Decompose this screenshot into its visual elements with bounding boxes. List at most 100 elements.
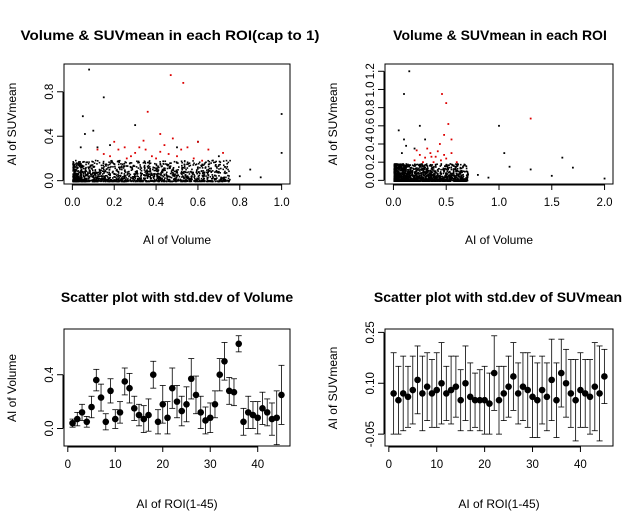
data-point: [400, 176, 403, 178]
data-point: [184, 174, 187, 177]
data-point: [187, 375, 195, 383]
data-point: [423, 168, 426, 170]
data-point: [164, 177, 166, 179]
data-point: [408, 175, 411, 178]
data-point: [206, 178, 209, 180]
data-point: [396, 168, 398, 171]
data-point: [132, 176, 135, 178]
data-point: [142, 161, 145, 164]
data-point: [398, 166, 401, 168]
data-point: [396, 167, 399, 170]
series-red-points: [96, 74, 224, 162]
data-point: [437, 170, 439, 172]
data-point: [149, 168, 152, 170]
data-point: [466, 171, 469, 174]
data-point: [117, 173, 119, 176]
data-point: [211, 401, 219, 408]
data-point: [76, 176, 78, 179]
x-tick-label: 1.5: [544, 197, 560, 209]
data-point: [430, 177, 433, 180]
data-point: [197, 175, 200, 178]
data-point: [529, 168, 532, 171]
data-point: [111, 180, 113, 183]
data-point: [561, 156, 564, 159]
data-point: [447, 174, 450, 177]
data-point: [404, 174, 406, 177]
data-point: [72, 179, 74, 181]
data-point: [176, 175, 178, 178]
data-point: [210, 170, 213, 173]
data-point: [182, 171, 185, 173]
data-point: [106, 180, 108, 182]
data-point: [172, 171, 174, 174]
data-point: [111, 171, 114, 174]
data-point: [456, 177, 459, 179]
data-point: [218, 179, 221, 182]
data-point: [158, 176, 161, 178]
data-point: [390, 390, 397, 397]
data-point: [109, 155, 111, 158]
data-point: [447, 171, 450, 174]
data-point: [432, 173, 435, 175]
data-point: [98, 168, 101, 171]
data-point: [182, 167, 185, 169]
data-point: [204, 167, 207, 169]
data-point: [212, 175, 214, 178]
data-point: [153, 179, 156, 181]
data-point: [224, 170, 226, 173]
data-point: [188, 180, 191, 183]
data-point: [529, 393, 536, 401]
data-point: [405, 180, 408, 182]
data-point: [419, 163, 422, 166]
data-point: [107, 166, 109, 169]
data-point: [117, 175, 120, 177]
data-point: [121, 179, 123, 181]
data-point: [126, 384, 133, 392]
data-point: [450, 173, 452, 176]
x-tick-label: 0.4: [148, 197, 165, 209]
x-tick-label: 1.0: [274, 197, 290, 209]
data-point: [75, 162, 77, 165]
data-point: [115, 174, 118, 177]
data-point: [420, 180, 422, 182]
data-point: [85, 161, 88, 164]
data-point: [75, 180, 78, 183]
data-point: [130, 180, 133, 183]
data-point: [571, 166, 574, 169]
data-point: [93, 177, 96, 180]
data-point: [405, 163, 408, 165]
data-point: [457, 180, 459, 182]
data-point: [102, 96, 105, 99]
data-point: [404, 166, 407, 169]
data-point: [456, 178, 459, 181]
data-point: [98, 175, 101, 178]
data-point: [148, 175, 150, 178]
data-point: [214, 161, 217, 164]
data-point: [413, 175, 416, 177]
data-point: [433, 172, 436, 175]
data-point: [224, 172, 227, 175]
data-point: [456, 173, 458, 175]
data-point: [80, 173, 82, 175]
data-point: [426, 178, 428, 180]
data-point: [106, 178, 108, 181]
data-point: [431, 174, 433, 177]
data-point: [78, 161, 80, 164]
data-point: [400, 166, 403, 168]
data-point: [102, 178, 105, 181]
data-point: [408, 165, 411, 168]
data-point: [424, 166, 427, 169]
data-point: [76, 163, 79, 165]
data-point: [447, 168, 449, 171]
data-point: [446, 179, 449, 182]
data-point: [395, 176, 397, 179]
data-point: [163, 144, 166, 147]
data-point: [159, 133, 162, 135]
data-point: [98, 180, 101, 182]
data-point: [448, 178, 450, 180]
data-point: [445, 179, 447, 182]
data-point: [460, 175, 463, 178]
data-point: [459, 163, 462, 166]
data-point: [169, 176, 172, 178]
data-point: [396, 178, 399, 181]
